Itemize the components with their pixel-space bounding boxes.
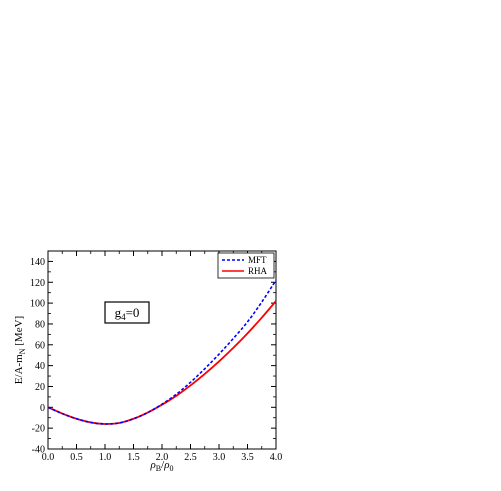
legend-label-rha: RHA [248, 266, 268, 276]
y-tick-label: -20 [32, 424, 45, 435]
x-tick-label: 3.0 [213, 452, 226, 463]
y-axis-label-sub: N [18, 348, 27, 354]
y-axis-label-unit: [MeV] [13, 316, 25, 349]
y-axis-label: E/A-mN [MeV] [13, 316, 27, 384]
y-tick-label: 80 [35, 319, 45, 330]
series-line-rha [47, 300, 277, 425]
y-tick-label: 20 [35, 382, 45, 393]
y-tick-label: 40 [35, 361, 45, 372]
annotation-text: g4=0 [115, 305, 140, 322]
y-tick-label: -40 [32, 445, 45, 456]
x-tick-label: 2.0 [156, 452, 169, 463]
x-tick-label: 1.0 [99, 452, 112, 463]
x-axis-label-sub2: 0 [169, 464, 173, 473]
x-tick-label: 0.0 [42, 452, 55, 463]
y-tick-label: 120 [30, 278, 45, 289]
legend: MFT RHA [217, 252, 275, 279]
x-axis-label-rho1: ρ [150, 459, 156, 471]
ticks: 0.0 0.5 1.0 1.5 2.0 2.5 3.0 3.5 4.0 -40 -20 0 20 40 60… [30, 250, 283, 463]
x-tick-label: 3.5 [241, 452, 254, 463]
annotation: g4=0 [104, 301, 150, 324]
x-tick-label: 4.0 [270, 452, 283, 463]
y-axis-label-main: E/A-m [13, 354, 25, 384]
x-axis-label-sub1: B [156, 464, 161, 473]
annotation-box [104, 301, 150, 324]
plot-frame [47, 250, 277, 450]
legend-label-mft: MFT [248, 255, 267, 265]
x-axis-label-rho2: ρ [163, 459, 169, 471]
series-lines [47, 279, 277, 425]
y-tick-label: 100 [30, 299, 45, 310]
x-tick-label: 1.5 [127, 452, 140, 463]
series-line-mft [47, 279, 277, 425]
legend-box [217, 252, 275, 279]
x-axis-label-slash: / [161, 459, 165, 471]
annotation-g: g [115, 305, 122, 320]
y-tick-label: 0 [40, 403, 45, 414]
x-tick-label: 2.5 [184, 452, 197, 463]
annotation-sub: 4 [121, 312, 126, 322]
annotation-eq: =0 [126, 305, 140, 320]
y-tick-label: 140 [30, 257, 45, 268]
y-tick-label: 60 [35, 340, 45, 351]
x-tick-label: 0.5 [70, 452, 83, 463]
x-axis-label: ρB/ρ0 [150, 459, 174, 473]
